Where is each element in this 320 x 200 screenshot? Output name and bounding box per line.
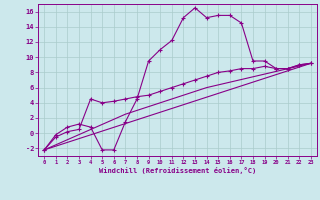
X-axis label: Windchill (Refroidissement éolien,°C): Windchill (Refroidissement éolien,°C): [99, 167, 256, 174]
